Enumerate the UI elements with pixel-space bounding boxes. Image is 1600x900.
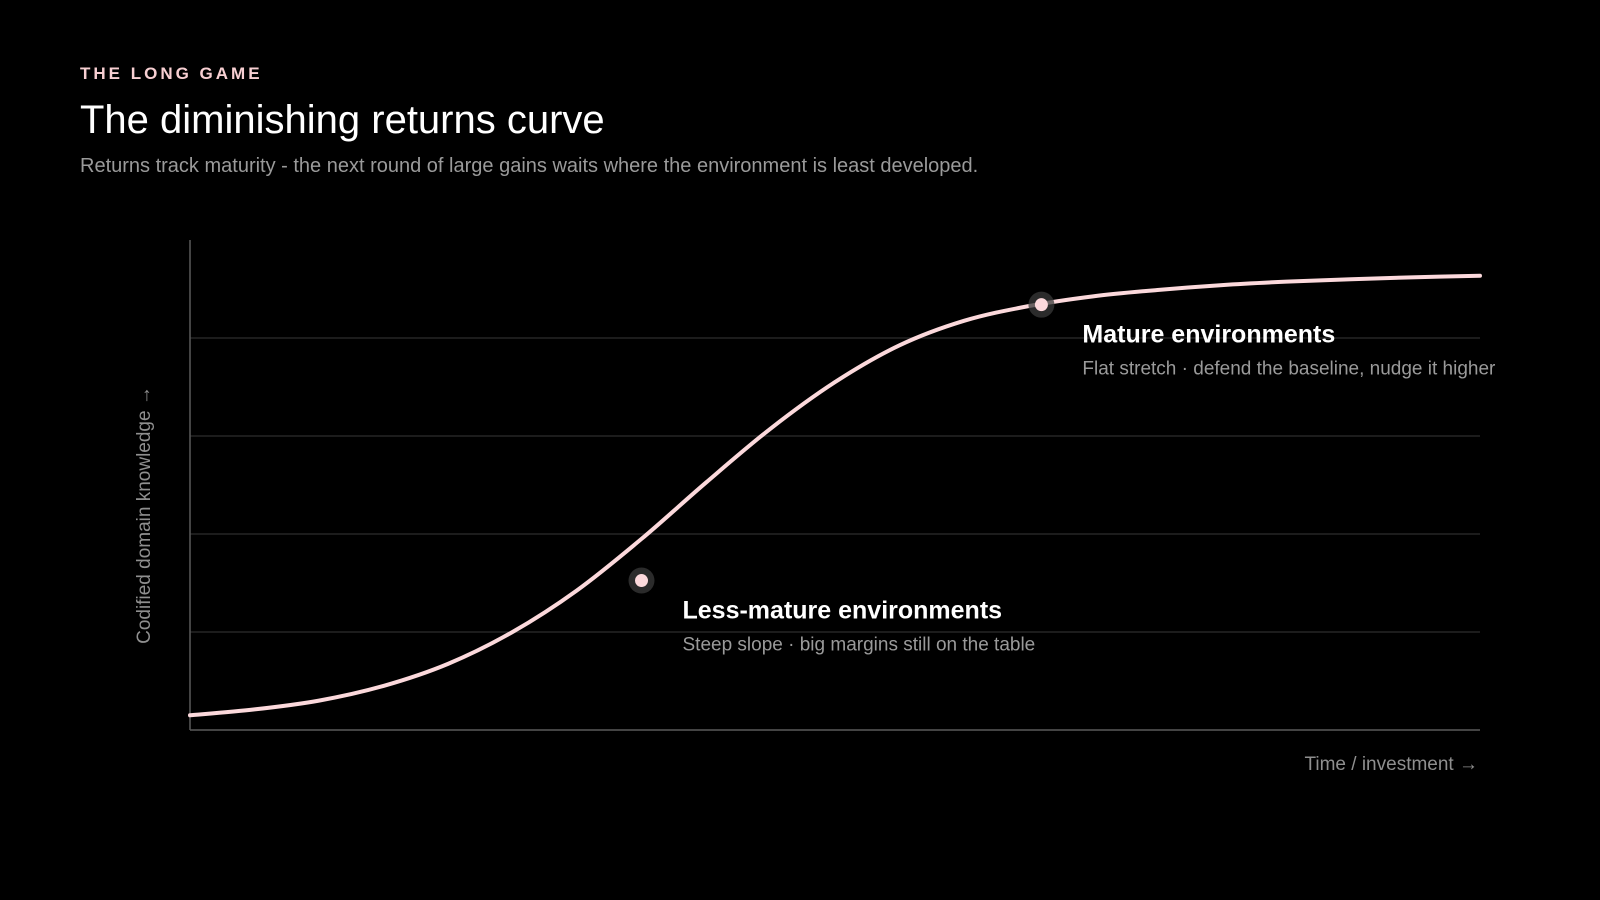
eyebrow-label: THE LONG GAME xyxy=(80,64,263,83)
annotation-points xyxy=(628,291,1055,594)
annotation-text: Steep slope · big margins still on the t… xyxy=(683,635,1036,656)
annotation-point xyxy=(1034,298,1048,312)
page-subtitle: Returns track maturity - the next round … xyxy=(80,155,979,177)
annotation-point xyxy=(635,574,648,588)
grid-lines xyxy=(190,337,1480,633)
y-axis-label: Codified domain knowledge → xyxy=(134,386,155,644)
x-axis-label: Time / investment → xyxy=(1304,754,1478,775)
annotation-title: Less-mature environments xyxy=(683,597,1003,625)
annotation-text: Flat stretch · defend the baseline, nudg… xyxy=(1082,359,1496,380)
maturity-curve-line xyxy=(188,273,1482,718)
annotation-title: Mature environments xyxy=(1082,321,1335,349)
annotations: Less-mature environments Steep slope · bi… xyxy=(683,321,1497,656)
page-title: The diminishing returns curve xyxy=(80,98,605,142)
